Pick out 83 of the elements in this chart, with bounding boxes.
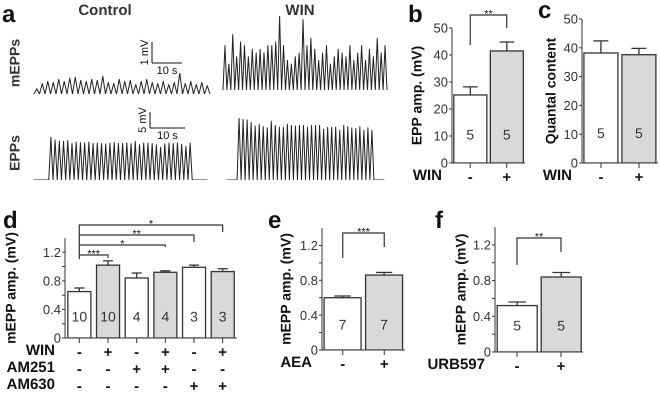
annotation: 5 — [513, 318, 522, 334]
x-axis-title: WIN — [412, 167, 442, 184]
y-tick-label: 0.8 — [472, 273, 491, 288]
y-tick-label: 50 — [564, 12, 578, 27]
text: * — [148, 218, 154, 230]
chart-title: c — [538, 0, 552, 24]
x-tick-label: + + - — [160, 344, 170, 394]
y-tick-label: 30 — [434, 74, 448, 90]
x-tick-label: - — [340, 356, 346, 373]
y-axis-title: Quantal content — [542, 37, 559, 144]
text: 1 mV — [139, 39, 151, 66]
text: a — [2, 1, 16, 28]
x-tick-label: + — [556, 358, 566, 375]
y-tick-label: 1.2 — [42, 244, 61, 260]
y-tick-label: 30 — [564, 69, 578, 84]
annotation: 10 s — [157, 130, 178, 142]
y-tick-label: 0.4 — [300, 308, 318, 323]
x-tick-label: - — [468, 169, 473, 186]
y-tick-label: 40 — [564, 40, 578, 56]
annotation: 10 — [72, 308, 88, 325]
y-tick-label: 50 — [434, 20, 448, 36]
annotation: 4 — [161, 308, 170, 325]
y-tick-label: 20 — [434, 102, 448, 117]
y-tick-label: 40 — [434, 48, 448, 63]
y-axis-title: mEPPs — [6, 38, 23, 88]
y-tick-label: 10 — [434, 128, 448, 144]
x-tick-label: + — [502, 169, 512, 186]
chart-title: Control — [78, 2, 132, 19]
text: 5 mV — [137, 106, 149, 133]
text: ** — [484, 8, 494, 20]
y-axis-title: mEPP amp. (mV) — [2, 232, 19, 344]
annotation: ** — [534, 232, 544, 244]
annotation: * — [120, 238, 126, 250]
annotation: *** — [357, 226, 371, 238]
annotation: 3 — [218, 308, 227, 325]
x-tick-label: - + - — [132, 344, 142, 394]
y-tick-label: 1.2 — [472, 237, 491, 252]
annotation: ** — [132, 228, 142, 240]
y-tick-label: 0.4 — [472, 308, 491, 324]
y-axis-title: mEPP amp. (mV) — [278, 233, 294, 345]
y-tick-label: 0 — [484, 344, 491, 360]
y-tick-label: 1.2 — [300, 238, 318, 254]
x-tick-label: - — [598, 169, 604, 186]
x-tick-label: + - - — [104, 344, 113, 394]
y-tick-label: 0 — [54, 330, 61, 346]
x-tick-label: + — [380, 356, 389, 373]
x-axis-title: URB597 — [427, 356, 485, 373]
annotation: *** — [87, 248, 101, 260]
y-tick-label: 0 — [440, 156, 448, 171]
annotation: 5 — [466, 126, 474, 143]
annotation: 7 — [338, 316, 347, 332]
y-axis-title: EPPs — [6, 134, 23, 171]
y-tick-label: 0.4 — [42, 302, 61, 318]
annotation: 3 — [190, 308, 198, 325]
y-tick-label: 10 — [564, 126, 578, 142]
y-tick-label: 0 — [570, 156, 578, 171]
x-tick-label: + - + — [218, 344, 228, 394]
annotation: 7 — [380, 316, 388, 332]
x-axis-title: WIN — [542, 167, 572, 184]
y-tick-label: 0.8 — [300, 272, 318, 288]
y-tick-label: 0.8 — [42, 273, 61, 288]
y-axis-title: EPP amp. (mV) — [408, 46, 425, 146]
chart-title: d — [3, 207, 18, 234]
annotation: 5 — [597, 124, 605, 141]
x-tick-label: - - - — [76, 344, 82, 394]
annotation: 4 — [132, 308, 141, 325]
x-axis-title: WIN AM251 AM630 — [6, 342, 55, 393]
chart-title: f — [435, 207, 444, 234]
chart-title: WIN — [285, 2, 315, 19]
y-tick-label: 0 — [310, 342, 318, 358]
x-tick-label: - — [514, 358, 520, 375]
annotation: 5 — [635, 124, 643, 141]
annotation: 10 — [100, 308, 116, 325]
x-tick-label: - - + — [190, 344, 199, 394]
chart-title: b — [408, 1, 423, 28]
x-axis-title: AEA — [280, 354, 312, 371]
y-tick-label: 20 — [564, 98, 578, 114]
annotation: 5 — [502, 126, 511, 143]
y-axis-title: mEPP amp. (mV) — [452, 234, 469, 346]
chart-title: e — [268, 207, 282, 234]
x-tick-label: + — [634, 169, 644, 186]
annotation: 5 — [557, 318, 566, 334]
annotation: 10 s — [156, 65, 178, 77]
